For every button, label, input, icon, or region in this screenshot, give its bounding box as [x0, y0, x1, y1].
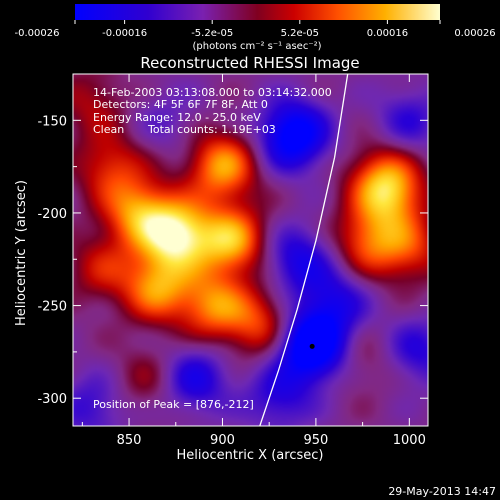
colorbar — [75, 4, 440, 20]
colorbar-tick-label: 5.2e-05 — [281, 28, 319, 39]
colorbar-tick-label: -0.00016 — [102, 28, 147, 39]
annotation-energy: Energy Range: 12.0 - 25.0 keV — [93, 111, 261, 124]
x-tick-label: 900 — [210, 433, 235, 448]
x-tick-label: 1000 — [393, 433, 426, 448]
annotation-clean: Clean — [93, 123, 124, 136]
x-tick-label: 950 — [303, 433, 328, 448]
colorbar-ticks: -0.00026 -0.00016 -5.2e-05 5.2e-05 0.00016 0.… — [15, 20, 496, 39]
y-tick-label: -300 — [37, 392, 67, 407]
y-tick-label: -250 — [37, 300, 67, 315]
colorbar-tick-label: 0.00016 — [367, 28, 408, 39]
annotation-peak: Position of Peak = [876,-212] — [93, 398, 254, 411]
y-tick-label: -200 — [37, 207, 67, 222]
chart-title: Reconstructed RHESSI Image — [140, 54, 359, 72]
footer-date: 29-May-2013 14:47 — [388, 485, 496, 498]
x-tick-label: 850 — [117, 433, 142, 448]
y-tick-label: -150 — [37, 114, 67, 129]
heatmap-image — [73, 74, 428, 426]
y-axis-label: Heliocentric Y (arcsec) — [14, 180, 29, 326]
axis-ticks: 850 900 950 1000 -150 -200 -250 -300 — [37, 73, 428, 448]
peak-marker — [309, 343, 315, 349]
colorbar-tick-label: 0.00026 — [454, 28, 495, 39]
annotation-time: 14-Feb-2003 03:13:08.000 to 03:14:32.000 — [93, 86, 332, 99]
x-axis-label: Heliocentric X (arcsec) — [177, 448, 324, 463]
colorbar-unit-label: (photons cm⁻² s⁻¹ asec⁻²) — [192, 41, 321, 52]
annotation-detectors: Detectors: 4F 5F 6F 7F 8F, Att 0 — [93, 98, 268, 111]
annotation-counts: Total counts: 1.19E+03 — [147, 123, 276, 136]
colorbar-tick-label: -0.00026 — [15, 28, 60, 39]
solar-limb-curve — [259, 74, 349, 426]
plot-frame — [72, 73, 429, 427]
colorbar-tick-label: -5.2e-05 — [191, 28, 233, 39]
